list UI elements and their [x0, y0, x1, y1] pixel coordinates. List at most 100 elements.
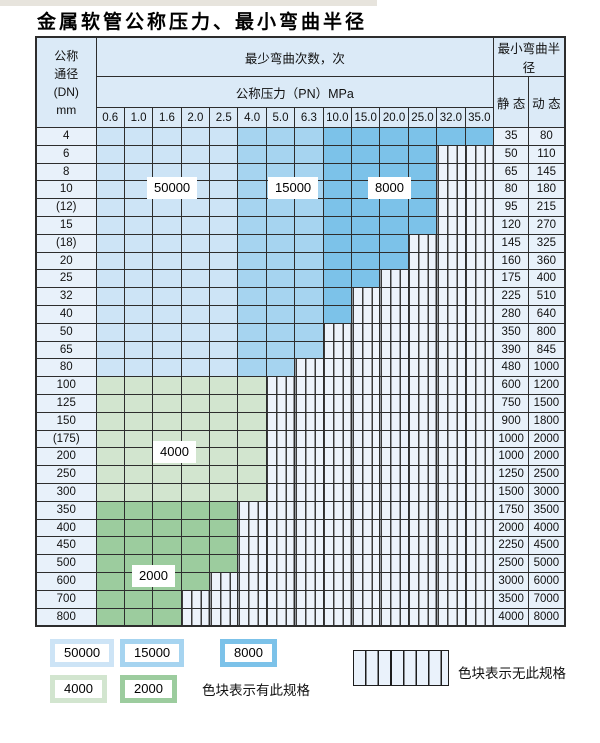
- table-row: 600 3000 6000: [35, 571, 566, 591]
- table-row: 65 390 845: [35, 340, 566, 360]
- spec-available-cell: [123, 287, 154, 306]
- spec-available-cell: [209, 215, 239, 235]
- header-row-1: 公称 通径 (DN) mm 最少弯曲次数，次 最小弯曲半径: [35, 36, 566, 128]
- spec-available-cell: [180, 304, 211, 324]
- spec-unavailable-cell: [436, 269, 466, 289]
- spec-available-cell: [123, 127, 154, 146]
- spec-unavailable-cell: [294, 571, 324, 591]
- table-row: 32 225 510: [35, 287, 566, 306]
- spec-unavailable-cell: [379, 607, 409, 627]
- legend-swatch-2000: 2000: [120, 675, 177, 703]
- spec-unavailable-cell: [322, 607, 353, 627]
- spec-available-cell: [237, 269, 267, 289]
- spec-unavailable-cell: [436, 287, 466, 306]
- dn-cell: 350: [35, 500, 97, 520]
- spec-available-cell: [322, 162, 353, 182]
- spec-unavailable-cell: [322, 322, 353, 342]
- static-radius-cell: 1250: [493, 465, 530, 484]
- dn-cell: 200: [35, 447, 97, 467]
- spec-unavailable-cell: [322, 358, 353, 378]
- spec-available-cell: [95, 127, 125, 146]
- spec-unavailable-cell: [322, 340, 353, 360]
- static-radius-cell: 900: [493, 411, 530, 431]
- cycle-count-label: 2000: [132, 565, 175, 587]
- spec-unavailable-cell: [379, 358, 409, 378]
- dn-header-line: 公称: [54, 48, 79, 63]
- spec-available-cell: [351, 198, 381, 217]
- dynamic-radius-cell: 180: [528, 180, 566, 200]
- spec-available-cell: [95, 518, 125, 538]
- pressure-tick: 10.0: [322, 107, 353, 128]
- spec-unavailable-cell: [464, 198, 495, 217]
- table-row: (175) 1000 2000: [35, 429, 566, 449]
- spec-unavailable-cell: [436, 554, 466, 573]
- spec-unavailable-cell: [265, 571, 296, 591]
- spec-unavailable-cell: [294, 589, 324, 609]
- spec-unavailable-cell: [379, 393, 409, 413]
- spec-unavailable-cell: [407, 376, 438, 395]
- dynamic-radius-cell: 3000: [528, 482, 566, 502]
- pressure-tick: 0.6: [95, 107, 125, 128]
- spec-available-cell: [95, 180, 125, 200]
- spec-available-cell: [123, 251, 154, 271]
- spec-unavailable-cell: [351, 554, 381, 573]
- spec-available-cell: [209, 358, 239, 378]
- static-radius-cell: 50: [493, 144, 530, 164]
- static-radius-cell: 480: [493, 358, 530, 378]
- table-row: 80 480 1000: [35, 358, 566, 378]
- dynamic-radius-cell: 80: [528, 127, 566, 146]
- spec-unavailable-cell: [464, 358, 495, 378]
- static-radius-cell: 3500: [493, 589, 530, 609]
- spec-available-cell: [237, 411, 267, 431]
- dn-header-line: 通径: [54, 66, 79, 81]
- spec-available-cell: [464, 127, 495, 146]
- spec-unavailable-cell: [464, 429, 495, 449]
- spec-available-cell: [265, 162, 296, 182]
- spec-available-cell: [407, 162, 438, 182]
- static-radius-cell: 160: [493, 251, 530, 271]
- spec-available-cell: [209, 322, 239, 342]
- spec-available-cell: [95, 607, 125, 627]
- spec-available-cell: [322, 127, 353, 146]
- cycle-count-label: 4000: [153, 441, 196, 463]
- spec-unavailable-cell: [407, 518, 438, 538]
- legend-swatch-label: 2000: [125, 680, 172, 698]
- spec-available-cell: [379, 251, 409, 271]
- spec-available-cell: [123, 233, 154, 253]
- spec-available-cell: [123, 447, 154, 467]
- spec-available-cell: [209, 269, 239, 289]
- static-radius-cell: 1750: [493, 500, 530, 520]
- spec-unavailable-cell: [436, 411, 466, 431]
- spec-available-cell: [95, 287, 125, 306]
- static-radius-cell: 80: [493, 180, 530, 200]
- spec-available-cell: [294, 269, 324, 289]
- spec-unavailable-cell: [351, 447, 381, 467]
- table-row: 350 1750 3500: [35, 500, 566, 520]
- static-radius-cell: 95: [493, 198, 530, 217]
- spec-unavailable-cell: [407, 589, 438, 609]
- spec-available-cell: [237, 447, 267, 467]
- spec-available-cell: [123, 393, 154, 413]
- spec-unavailable-cell: [407, 393, 438, 413]
- spec-available-cell: [123, 358, 154, 378]
- spec-unavailable-cell: [379, 304, 409, 324]
- dn-header-line: mm: [56, 102, 77, 117]
- spec-available-cell: [237, 144, 267, 164]
- spec-available-cell: [123, 198, 154, 217]
- spec-unavailable-cell: [436, 304, 466, 324]
- spec-unavailable-cell: [464, 500, 495, 520]
- spec-unavailable-cell: [294, 358, 324, 378]
- spec-unavailable-cell: [464, 465, 495, 484]
- dn-cell: 50: [35, 322, 97, 342]
- table-row: 500 2500 5000: [35, 554, 566, 573]
- spec-available-cell: [95, 144, 125, 164]
- spec-available-cell: [180, 500, 211, 520]
- spec-available-cell: [180, 571, 211, 591]
- spec-unavailable-cell: [407, 304, 438, 324]
- spec-unavailable-cell: [265, 589, 296, 609]
- spec-available-cell: [95, 233, 125, 253]
- spec-unavailable-cell: [180, 589, 211, 609]
- legend-swatch-label: 15000: [125, 644, 180, 662]
- table-row: 20 160 360: [35, 251, 566, 271]
- spec-unavailable-cell: [464, 554, 495, 573]
